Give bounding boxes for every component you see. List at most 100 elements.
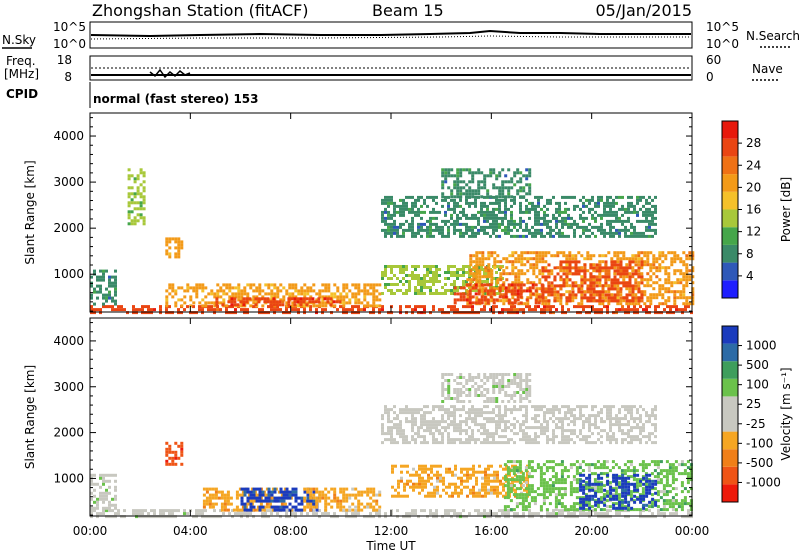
data-cell bbox=[495, 225, 498, 229]
data-cell bbox=[670, 260, 674, 264]
data-cell bbox=[342, 308, 345, 312]
data-cell bbox=[438, 441, 441, 445]
data-cell bbox=[474, 201, 477, 205]
data-cell bbox=[643, 293, 647, 297]
data-cell bbox=[688, 278, 692, 282]
data-cell bbox=[591, 305, 594, 309]
data-cell bbox=[165, 243, 169, 247]
data-cell bbox=[139, 183, 143, 187]
data-cell bbox=[631, 284, 635, 288]
data-cell bbox=[223, 499, 227, 503]
data-cell bbox=[226, 493, 230, 497]
nsky-label: N.Sky bbox=[2, 33, 36, 47]
data-cell bbox=[571, 281, 575, 285]
data-cell bbox=[471, 216, 474, 220]
data-cell bbox=[453, 301, 457, 305]
data-cell bbox=[582, 210, 585, 214]
data-cell bbox=[515, 502, 519, 506]
data-cell bbox=[406, 470, 409, 474]
data-cell bbox=[261, 505, 265, 509]
data-cell bbox=[136, 177, 140, 181]
data-cell bbox=[691, 251, 695, 255]
data-cell bbox=[486, 429, 489, 433]
data-cell bbox=[387, 231, 390, 235]
data-cell bbox=[544, 278, 548, 282]
data-cell bbox=[480, 308, 483, 312]
data-cell bbox=[257, 300, 261, 304]
data-cell bbox=[606, 509, 609, 513]
data-cell bbox=[208, 499, 212, 503]
data-cell bbox=[498, 216, 501, 220]
data-cell bbox=[445, 470, 448, 474]
data-cell bbox=[483, 295, 487, 299]
data-cell bbox=[538, 281, 542, 285]
data-cell bbox=[108, 473, 111, 477]
data-cell bbox=[474, 189, 478, 193]
data-cell bbox=[524, 499, 528, 503]
data-cell bbox=[609, 435, 612, 439]
data-cell bbox=[507, 186, 511, 190]
data-cell bbox=[420, 426, 423, 430]
data-cell bbox=[537, 420, 540, 424]
data-cell bbox=[655, 275, 659, 279]
data-cell bbox=[142, 222, 146, 226]
data-cell bbox=[453, 298, 457, 302]
data-cell bbox=[213, 304, 217, 308]
data-cell bbox=[498, 207, 501, 211]
data-cell bbox=[273, 308, 276, 312]
data-cell bbox=[435, 509, 438, 513]
data-cell bbox=[673, 257, 677, 261]
data-cell bbox=[315, 311, 318, 315]
data-cell bbox=[657, 509, 660, 513]
data-cell bbox=[381, 213, 384, 217]
data-cell bbox=[661, 296, 665, 300]
data-cell bbox=[637, 263, 641, 267]
data-cell bbox=[472, 284, 476, 288]
data-cell bbox=[477, 301, 481, 305]
data-cell bbox=[624, 234, 627, 238]
data-cell bbox=[606, 201, 609, 205]
data-cell bbox=[234, 295, 238, 299]
data-cell bbox=[211, 505, 215, 509]
data-cell bbox=[483, 423, 486, 427]
data-cell bbox=[555, 207, 558, 211]
data-cell bbox=[603, 207, 606, 211]
data-cell bbox=[613, 287, 617, 291]
data-cell bbox=[315, 508, 319, 512]
data-cell bbox=[495, 195, 499, 199]
data-cell bbox=[114, 302, 117, 306]
data-cell bbox=[411, 417, 414, 421]
data-cell bbox=[588, 201, 591, 205]
data-cell bbox=[396, 515, 399, 519]
data-cell bbox=[480, 171, 484, 175]
data-cell bbox=[506, 487, 510, 491]
data-cell bbox=[372, 499, 376, 503]
data-cell bbox=[504, 180, 508, 184]
data-cell bbox=[508, 260, 512, 264]
data-cell bbox=[465, 420, 468, 424]
data-cell bbox=[396, 423, 399, 427]
data-cell bbox=[471, 177, 475, 181]
data-cell bbox=[582, 201, 585, 205]
data-cell bbox=[246, 508, 250, 512]
data-cell bbox=[565, 284, 569, 288]
data-cell bbox=[630, 408, 633, 412]
data-cell bbox=[447, 271, 450, 274]
data-cell bbox=[492, 441, 495, 445]
data-cell bbox=[510, 438, 513, 442]
data-cell bbox=[153, 512, 156, 516]
data-cell bbox=[493, 263, 497, 267]
data-cell bbox=[465, 283, 469, 287]
data-cell bbox=[597, 213, 600, 217]
data-cell bbox=[514, 260, 518, 264]
data-cell bbox=[186, 512, 189, 516]
data-cell bbox=[612, 201, 615, 205]
data-cell bbox=[552, 438, 555, 442]
data-cell bbox=[519, 210, 522, 214]
data-cell bbox=[441, 426, 444, 430]
data-cell bbox=[501, 228, 504, 232]
data-cell bbox=[462, 222, 465, 226]
data-cell bbox=[583, 266, 587, 270]
data-cell bbox=[495, 234, 498, 238]
data-cell bbox=[406, 479, 409, 483]
